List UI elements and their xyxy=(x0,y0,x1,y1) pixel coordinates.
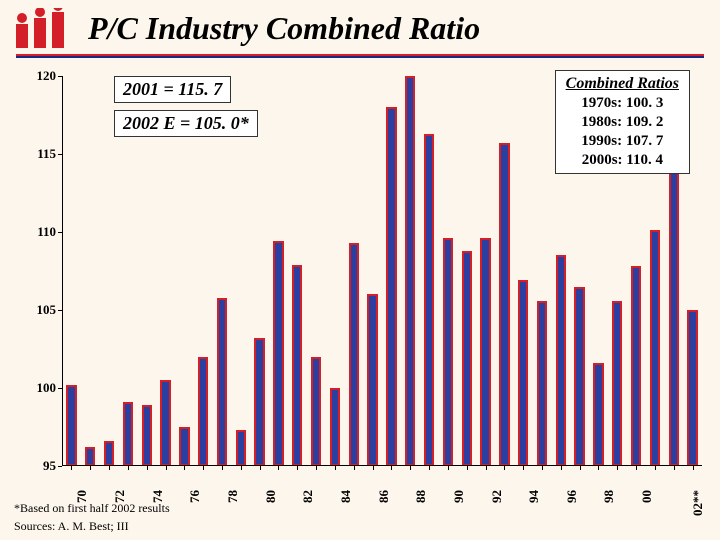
ratios-line: 1980s: 109. 2 xyxy=(566,114,679,131)
logo-icon xyxy=(12,8,72,48)
bar xyxy=(669,143,679,466)
bar xyxy=(462,251,472,466)
header-rule xyxy=(16,54,704,58)
bar xyxy=(593,363,603,466)
x-tick-label: 92 xyxy=(489,490,505,503)
bar xyxy=(292,265,302,466)
bar xyxy=(631,266,641,466)
x-tick-label: 96 xyxy=(564,490,580,503)
y-tick-label: 105 xyxy=(28,302,56,318)
callout-2002-text: 2002 E = 105. 0* xyxy=(123,113,249,133)
y-tick-label: 110 xyxy=(28,224,56,240)
bar xyxy=(499,143,509,466)
x-axis xyxy=(62,465,702,466)
bar xyxy=(349,243,359,466)
bar xyxy=(217,298,227,466)
x-tick-label: 78 xyxy=(225,490,241,503)
bar xyxy=(273,241,283,466)
bar xyxy=(612,301,622,466)
x-tick-label: 82 xyxy=(300,490,316,503)
bar xyxy=(311,357,321,466)
bar xyxy=(687,310,697,466)
footnote-source: Sources: A. M. Best; III xyxy=(14,519,129,534)
bar xyxy=(518,280,528,466)
bar xyxy=(179,427,189,466)
bar xyxy=(424,134,434,466)
x-tick-label: 84 xyxy=(338,490,354,503)
footnote-note: *Based on first half 2002 results xyxy=(14,501,170,516)
y-axis xyxy=(62,76,63,466)
bar xyxy=(480,238,490,466)
x-tick-label: 76 xyxy=(187,490,203,503)
bar xyxy=(367,294,377,466)
y-tick-label: 100 xyxy=(28,380,56,396)
x-tick-label: 94 xyxy=(526,490,542,503)
bar xyxy=(574,287,584,466)
x-tick-label: 80 xyxy=(263,490,279,503)
y-tick-label: 115 xyxy=(28,146,56,162)
chart: 2001 = 115. 7 2002 E = 105. 0* Combined … xyxy=(0,68,720,488)
bar xyxy=(85,447,95,466)
bar xyxy=(330,388,340,466)
ratios-line: 2000s: 110. 4 xyxy=(566,152,679,169)
x-tick-label: 00 xyxy=(639,490,655,503)
ratios-line: 1970s: 100. 3 xyxy=(566,95,679,112)
bar xyxy=(537,301,547,466)
callout-2001: 2001 = 115. 7 xyxy=(114,76,231,103)
callout-2001-text: 2001 = 115. 7 xyxy=(123,79,222,99)
bar xyxy=(405,76,415,466)
header: P/C Industry Combined Ratio xyxy=(0,0,720,52)
bar xyxy=(66,385,76,466)
bar xyxy=(556,255,566,466)
bar xyxy=(236,430,246,466)
bar xyxy=(160,380,170,466)
x-tick-label: 88 xyxy=(413,490,429,503)
ratios-box: Combined Ratios 1970s: 100. 3 1980s: 109.… xyxy=(555,70,690,174)
bar xyxy=(198,357,208,466)
y-tick-label: 95 xyxy=(28,458,56,474)
ratios-title: Combined Ratios xyxy=(566,75,679,93)
bar xyxy=(386,107,396,466)
bar xyxy=(650,230,660,466)
x-tick-label: 98 xyxy=(601,490,617,503)
bar xyxy=(142,405,152,466)
x-tick-label: 02** xyxy=(690,490,706,516)
x-tick-label: 86 xyxy=(376,490,392,503)
bar xyxy=(123,402,133,466)
page-title: P/C Industry Combined Ratio xyxy=(88,10,480,47)
bar xyxy=(443,238,453,466)
y-tick-label: 120 xyxy=(28,68,56,84)
ratios-line: 1990s: 107. 7 xyxy=(566,133,679,150)
bar xyxy=(104,441,114,466)
bar xyxy=(254,338,264,466)
callout-2002: 2002 E = 105. 0* xyxy=(114,110,258,137)
x-tick-label: 90 xyxy=(451,490,467,503)
